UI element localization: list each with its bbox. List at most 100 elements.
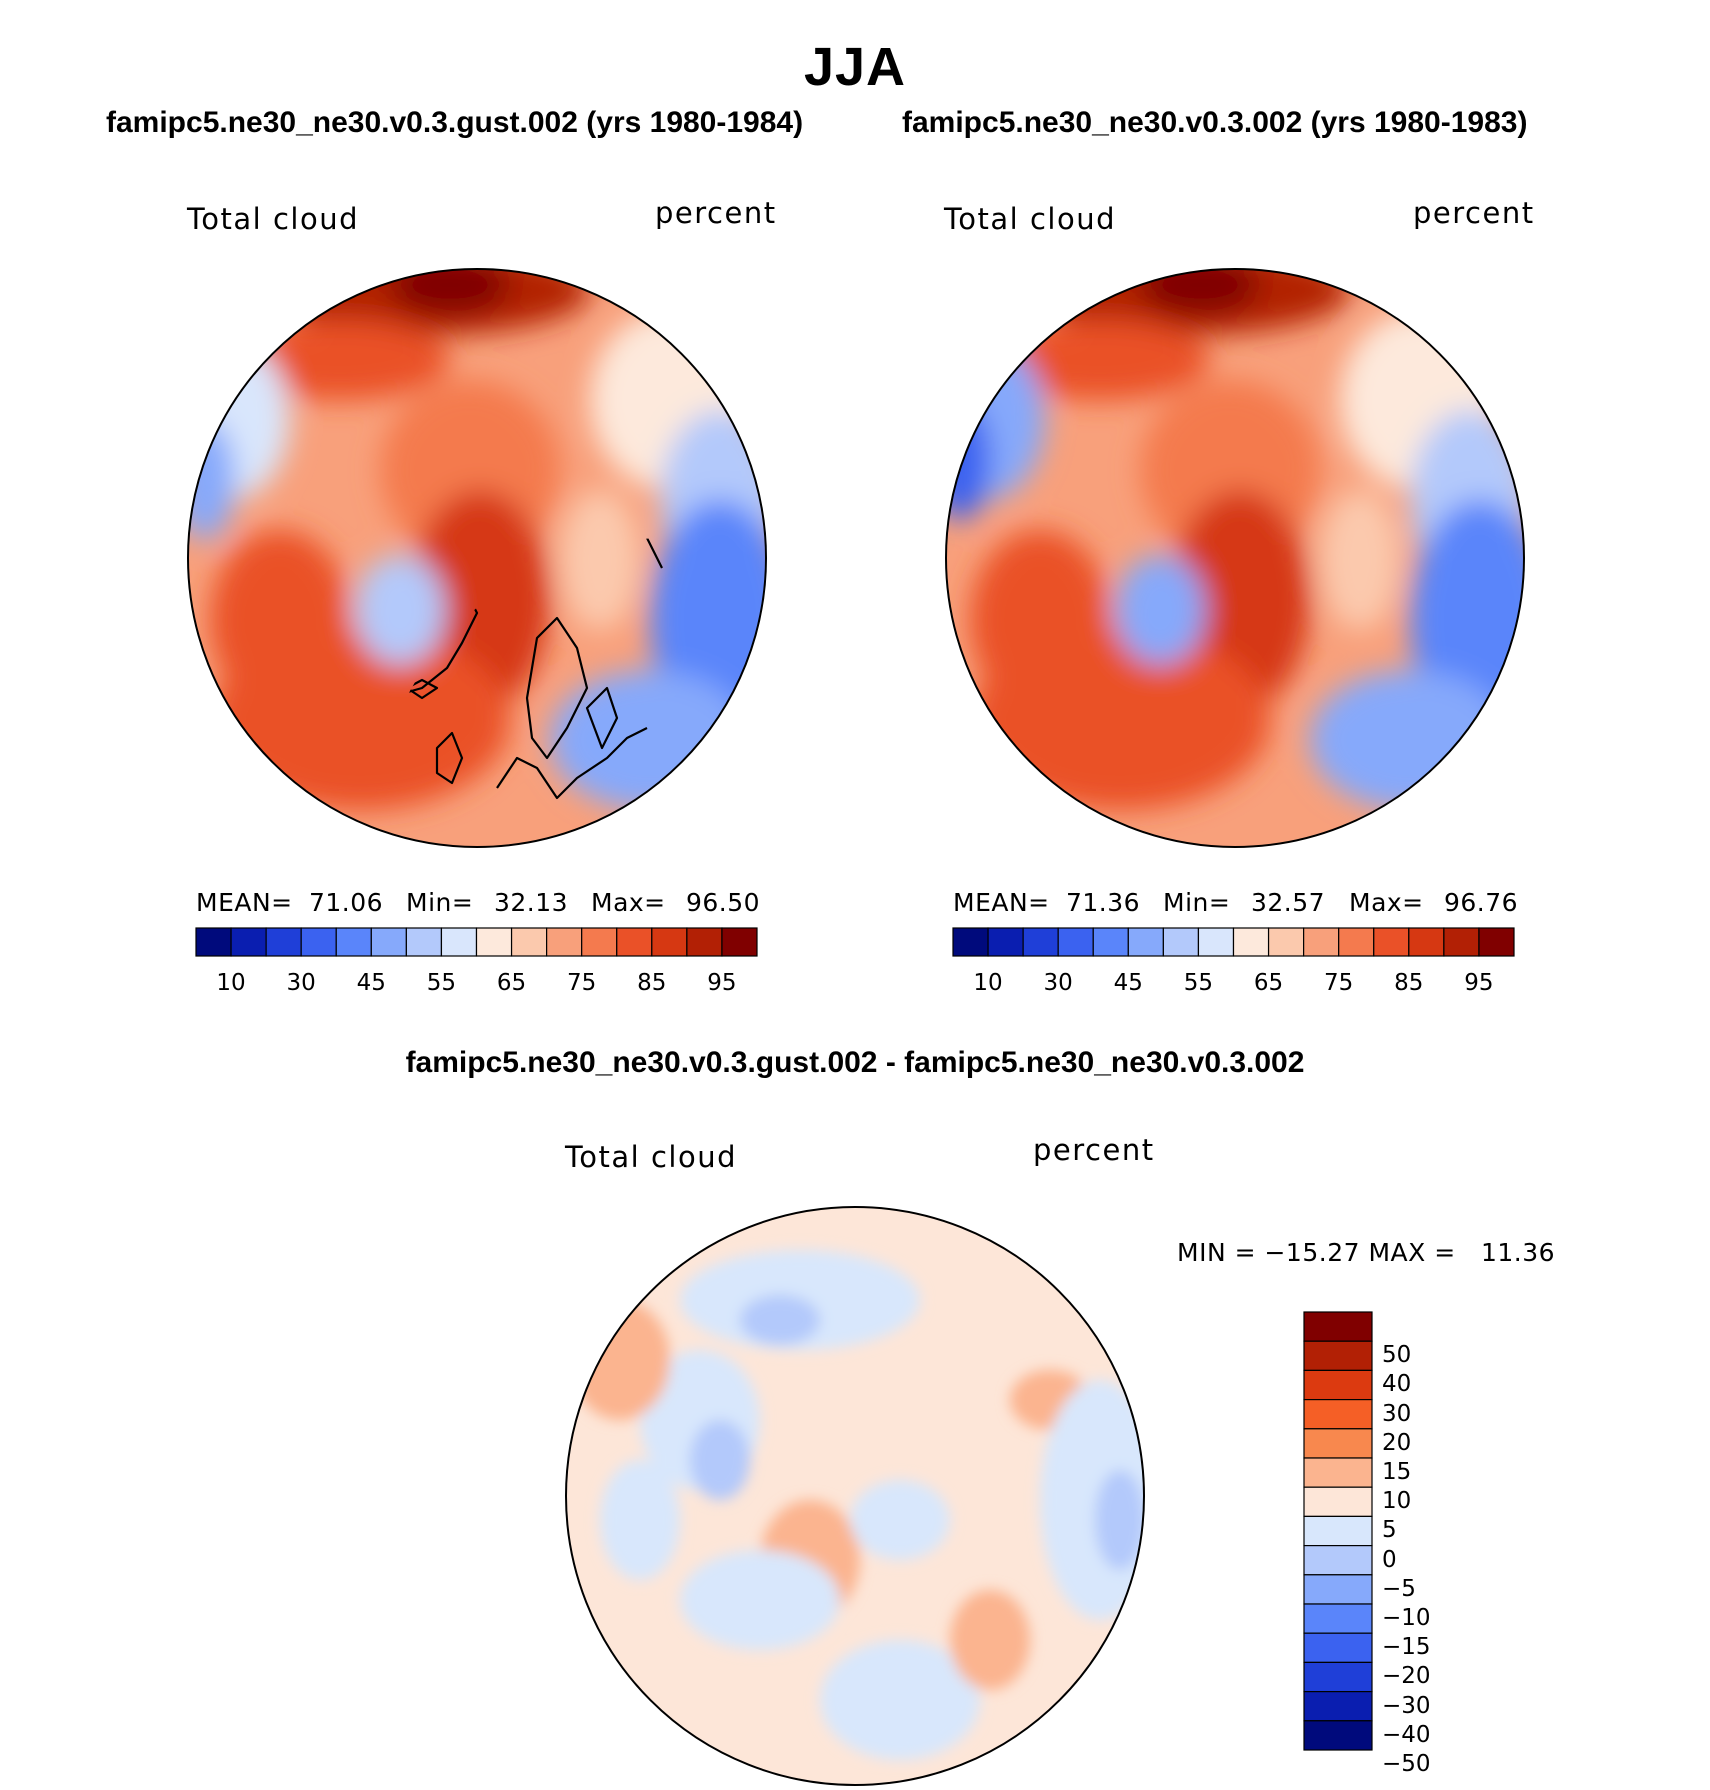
left-colorbar-swatch <box>370 927 407 957</box>
difference-colorbar-tick-label: −50 <box>1382 1751 1431 1777</box>
left-colorbar-swatch <box>405 927 443 957</box>
right-colorbar-swatch <box>987 927 1024 957</box>
difference-colorbar-tick-label: −30 <box>1382 1692 1431 1719</box>
left-colorbar-tick-label: 10 <box>216 970 246 996</box>
right-min-label: Min= <box>1163 888 1231 917</box>
difference-colorbar-tick-label: −5 <box>1382 1575 1416 1602</box>
difference-colorbar-tick-label: 50 <box>1382 1342 1412 1369</box>
right-panel-case-title: famipc5.ne30_ne30.v0.3.002 (yrs 1980-198… <box>902 106 1528 139</box>
right-max-value: 96.76 <box>1444 888 1519 917</box>
difference-colorbar-tick-label: 5 <box>1382 1517 1397 1544</box>
right-colorbar-swatch <box>1303 927 1340 957</box>
left-colorbar-swatch <box>616 927 653 957</box>
left-colorbar <box>195 927 758 957</box>
difference-colorbar-swatch <box>1303 1603 1373 1634</box>
difference-colorbar-tick-label: −10 <box>1382 1605 1431 1631</box>
left-colorbar-swatch <box>686 927 723 957</box>
difference-colorbar-tick-label: 30 <box>1382 1400 1412 1427</box>
difference-case-title: famipc5.ne30_ne30.v0.3.gust.002 - famipc… <box>405 1046 1305 1079</box>
difference-map <box>565 1206 1145 1786</box>
right-colorbar-swatch <box>1338 927 1375 957</box>
difference-colorbar-swatch <box>1303 1661 1373 1693</box>
left-colorbar-swatch <box>335 927 372 957</box>
left-colorbar-swatch <box>581 927 618 957</box>
right-colorbar-swatch <box>1267 927 1305 957</box>
left-min-value: 32.13 <box>494 888 569 917</box>
difference-colorbar-swatch <box>1303 1720 1373 1751</box>
difference-colorbar <box>1303 1311 1373 1751</box>
difference-colorbar-swatch <box>1303 1311 1373 1342</box>
right-colorbar-tick-label: 45 <box>1113 970 1143 996</box>
right-colorbar-swatch <box>1197 927 1235 957</box>
difference-colorbar-swatch <box>1303 1428 1373 1459</box>
difference-colorbar-swatch <box>1303 1632 1373 1663</box>
right-colorbar-swatch <box>1373 927 1410 957</box>
right-colorbar-swatch <box>1478 927 1515 957</box>
figure-title: JJA <box>803 37 907 97</box>
right-units-label: percent <box>1413 196 1535 230</box>
difference-colorbar-swatch <box>1303 1457 1373 1488</box>
right-colorbar-tick-label: 55 <box>1183 970 1214 996</box>
left-colorbar-tick-label: 45 <box>356 970 386 996</box>
right-colorbar-tick-label: 85 <box>1394 970 1424 996</box>
left-colorbar-tick-label: 55 <box>426 970 457 996</box>
left-colorbar-swatch <box>300 927 337 957</box>
difference-colorbar-swatch <box>1303 1398 1373 1430</box>
right-mean-label: MEAN= <box>953 888 1050 917</box>
difference-colorbar-tick-label: 40 <box>1382 1371 1412 1398</box>
right-variable-label: Total cloud <box>944 202 1116 236</box>
left-variable-label: Total cloud <box>187 202 359 236</box>
difference-variable-label: Total cloud <box>565 1140 737 1174</box>
difference-colorbar-tick-label: −40 <box>1382 1721 1431 1748</box>
right-min-value: 32.57 <box>1251 888 1326 917</box>
left-colorbar-tick-label: 75 <box>567 970 597 996</box>
left-colorbar-swatch <box>440 927 478 957</box>
left-colorbar-swatch <box>195 927 232 957</box>
left-colorbar-swatch <box>475 927 513 957</box>
right-colorbar-swatch <box>1162 927 1200 957</box>
difference-colorbar-tick-label: 0 <box>1382 1546 1397 1573</box>
left-colorbar-tick-label: 30 <box>286 970 316 996</box>
left-colorbar-swatch <box>651 927 688 957</box>
right-colorbar-tick-label: 10 <box>973 970 1003 996</box>
right-colorbar-tick-label: 30 <box>1043 970 1073 996</box>
difference-colorbar-tick-label: 15 <box>1382 1459 1412 1485</box>
left-max-value: 96.50 <box>686 888 761 917</box>
right-colorbar-tick-label: 95 <box>1464 970 1494 996</box>
left-colorbar-swatch <box>265 927 302 957</box>
left-map <box>187 268 767 848</box>
left-colorbar-tick-label: 85 <box>637 970 667 996</box>
right-colorbar-swatch <box>952 927 989 957</box>
left-units-label: percent <box>655 196 777 230</box>
difference-colorbar-swatch <box>1303 1690 1373 1722</box>
left-colorbar-swatch <box>721 927 758 957</box>
difference-colorbar-swatch <box>1303 1369 1373 1401</box>
right-max-label: Max= <box>1349 888 1424 917</box>
left-colorbar-swatch <box>546 927 583 957</box>
right-colorbar-swatch <box>1057 927 1094 957</box>
left-min-label: Min= <box>406 888 474 917</box>
difference-colorbar-swatch <box>1303 1515 1373 1547</box>
right-colorbar-swatch <box>1127 927 1164 957</box>
right-colorbar-tick-label: 65 <box>1253 970 1284 996</box>
difference-units-label: percent <box>1033 1133 1155 1167</box>
right-map <box>945 268 1525 848</box>
difference-colorbar-tick-label: 10 <box>1382 1488 1412 1515</box>
left-colorbar-swatch <box>510 927 548 957</box>
left-mean-label: MEAN= <box>196 888 293 917</box>
right-colorbar-swatch <box>1408 927 1445 957</box>
right-colorbar-swatch <box>1022 927 1059 957</box>
difference-colorbar-tick-label: −20 <box>1382 1663 1431 1690</box>
right-mean-value: 71.36 <box>1066 888 1141 917</box>
left-panel-case-title: famipc5.ne30_ne30.v0.3.gust.002 (yrs 198… <box>106 106 804 139</box>
difference-colorbar-tick-label: −15 <box>1382 1634 1431 1661</box>
difference-colorbar-tick-label: 20 <box>1382 1429 1412 1456</box>
difference-colorbar-swatch <box>1303 1574 1373 1605</box>
difference-colorbar-swatch <box>1303 1340 1373 1371</box>
left-colorbar-swatch <box>230 927 267 957</box>
left-max-label: Max= <box>591 888 666 917</box>
right-colorbar <box>952 927 1515 957</box>
left-mean-value: 71.06 <box>309 888 384 917</box>
right-colorbar-tick-label: 75 <box>1324 970 1354 996</box>
